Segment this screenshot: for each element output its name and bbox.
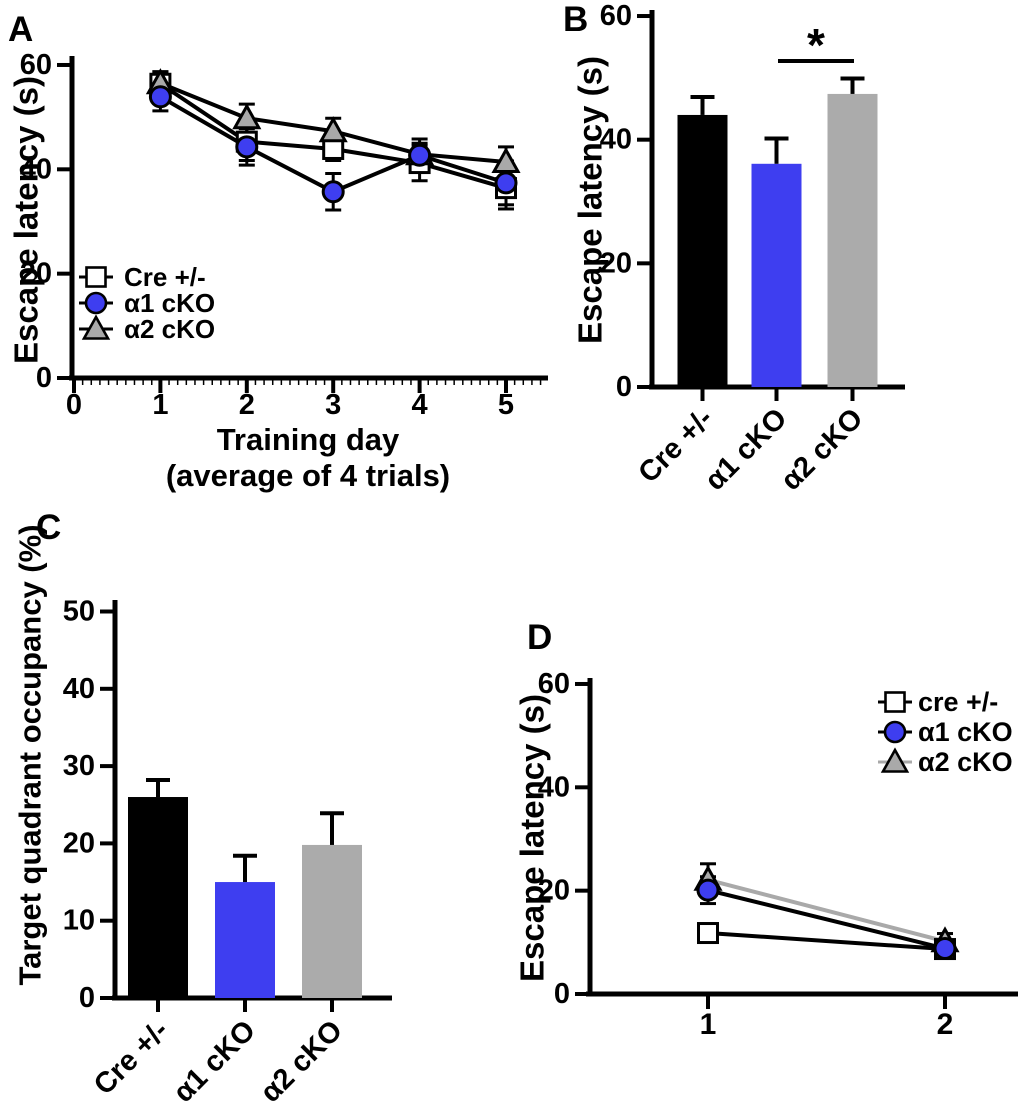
- category-label: α1 cKO: [699, 402, 794, 497]
- y-tick-label: 60: [600, 0, 632, 32]
- y-tick-label: 20: [63, 827, 95, 859]
- blue-circle-marker: [321, 180, 345, 204]
- panel-a-letter: A: [8, 10, 34, 49]
- open-square-marker: [884, 691, 906, 713]
- blue-circle-marker: [148, 85, 172, 109]
- series-markers-α1-cKO: [148, 85, 518, 204]
- axes: 0 20 40 60: [538, 668, 1018, 1010]
- gray-triangle-marker: [318, 116, 348, 143]
- x-axis-subtitle: (average of 4 trials): [166, 458, 450, 493]
- legend-label: α2 cKO: [918, 747, 1013, 777]
- panel-c-letter: C: [36, 508, 62, 547]
- y-tick-label: 40: [600, 124, 632, 156]
- gray-triangle-marker: [81, 314, 111, 340]
- y-tick-label: 20: [538, 875, 570, 907]
- series-markers-α1-cKO: [696, 878, 957, 961]
- panel-b-letter: B: [563, 0, 589, 39]
- bar-Cre-+/-: [677, 114, 728, 387]
- bar-α1-cKO: [215, 882, 275, 998]
- legend-label: α1 cKO: [124, 288, 215, 318]
- axes: 0 10 20 30 40 50: [63, 596, 392, 1014]
- plot-area: 0 1 2 3 4 5: [66, 68, 542, 421]
- category-label: α2 cKO: [775, 402, 870, 497]
- bar-α2-cKO: [302, 844, 362, 998]
- blue-circle-marker: [235, 135, 259, 159]
- series-line-α2-cKO: [707, 877, 946, 944]
- y-tick-label: 0: [554, 978, 570, 1010]
- x-tick-label: 2: [937, 1008, 954, 1041]
- x-tick-label: 0: [66, 389, 82, 421]
- y-tick-label: 40: [20, 153, 52, 185]
- category-label: Cre +/-: [88, 1014, 175, 1101]
- y-tick-label: 0: [616, 371, 632, 403]
- open-square-marker: [697, 922, 719, 945]
- legend-label: Cre +/-: [124, 262, 206, 292]
- panel-b-chart: 0 20 40 60 Escape latency (s) Cre +/-α1 cKOα2…: [572, 0, 905, 497]
- category-label: α1 cKO: [167, 1014, 262, 1109]
- y-tick-label: 20: [20, 258, 52, 290]
- x-tick-label: 1: [152, 389, 168, 421]
- x-axis-title: Training day: [217, 422, 400, 457]
- y-tick-label: 0: [36, 362, 52, 394]
- y-axis-title: Escape latency (s): [514, 694, 551, 982]
- x-tick-label: 5: [498, 389, 514, 421]
- bar-α2-cKO: [827, 93, 878, 388]
- legend-label: α1 cKO: [918, 717, 1013, 747]
- y-tick-label: 50: [63, 596, 95, 628]
- panel-a: A 0 20 40 60 Escape latency (s) 0 1 2 3 4 5 Trainin…: [0, 0, 560, 500]
- axes: 0 20 40 60: [20, 49, 548, 394]
- y-tick-label: 40: [63, 673, 95, 705]
- blue-circle-marker: [696, 878, 720, 902]
- legend-label: α2 cKO: [124, 314, 215, 344]
- x-tick-label: 2: [239, 389, 255, 421]
- blue-circle-marker: [933, 937, 957, 961]
- panel-b: B 0 20 40 60 Escape latency (s) Cre +/- α1 cKO…: [560, 0, 1020, 560]
- open-square-marker: [322, 137, 345, 160]
- y-tick-label: 20: [600, 247, 632, 279]
- blue-circle-marker: [494, 171, 518, 195]
- significance: *: [778, 19, 854, 71]
- blue-circle-marker: [408, 143, 432, 167]
- x-tick-label: 3: [325, 389, 341, 421]
- y-tick-label: 60: [20, 49, 52, 81]
- blue-circle-marker: [84, 291, 108, 315]
- y-tick-label: 60: [538, 668, 570, 700]
- gray-triangle-marker: [232, 103, 262, 130]
- legend-label: cre +/-: [918, 687, 998, 717]
- panel-c-chart: 0 10 20 30 40 50 Target quadrant occupancy (%)…: [13, 524, 392, 1109]
- panel-c: C 0 10 20 30 40 50 Target quadrant occupancy (…: [0, 500, 470, 1112]
- gray-triangle-marker: [880, 747, 910, 773]
- significance-star: *: [807, 19, 825, 71]
- y-tick-label: 30: [63, 750, 95, 782]
- y-tick-label: 0: [79, 982, 95, 1014]
- y-axis-title: Escape latency (s): [572, 56, 609, 344]
- open-square-marker: [85, 266, 107, 288]
- bar-Cre-+/-: [128, 797, 188, 998]
- series-line-α1-cKO: [707, 888, 946, 951]
- x-tick-label: 1: [700, 1008, 717, 1041]
- x-tick-label: 4: [412, 389, 428, 421]
- panel-d-letter: D: [527, 618, 553, 657]
- blue-circle-marker: [883, 720, 907, 744]
- bar-α1-cKO: [751, 163, 802, 387]
- category-label: α2 cKO: [254, 1014, 349, 1109]
- series-line-cre-+/-: [707, 931, 946, 952]
- panel-d: D 0 20 40 60 Escape latency (s) 1 2 cre +/- α1 c…: [470, 560, 1020, 1112]
- y-axis-title: Target quadrant occupancy (%): [13, 524, 48, 985]
- y-tick-label: 10: [63, 905, 95, 937]
- y-tick-label: 40: [538, 771, 570, 803]
- y-axis-title: Escape latency (s): [8, 76, 45, 364]
